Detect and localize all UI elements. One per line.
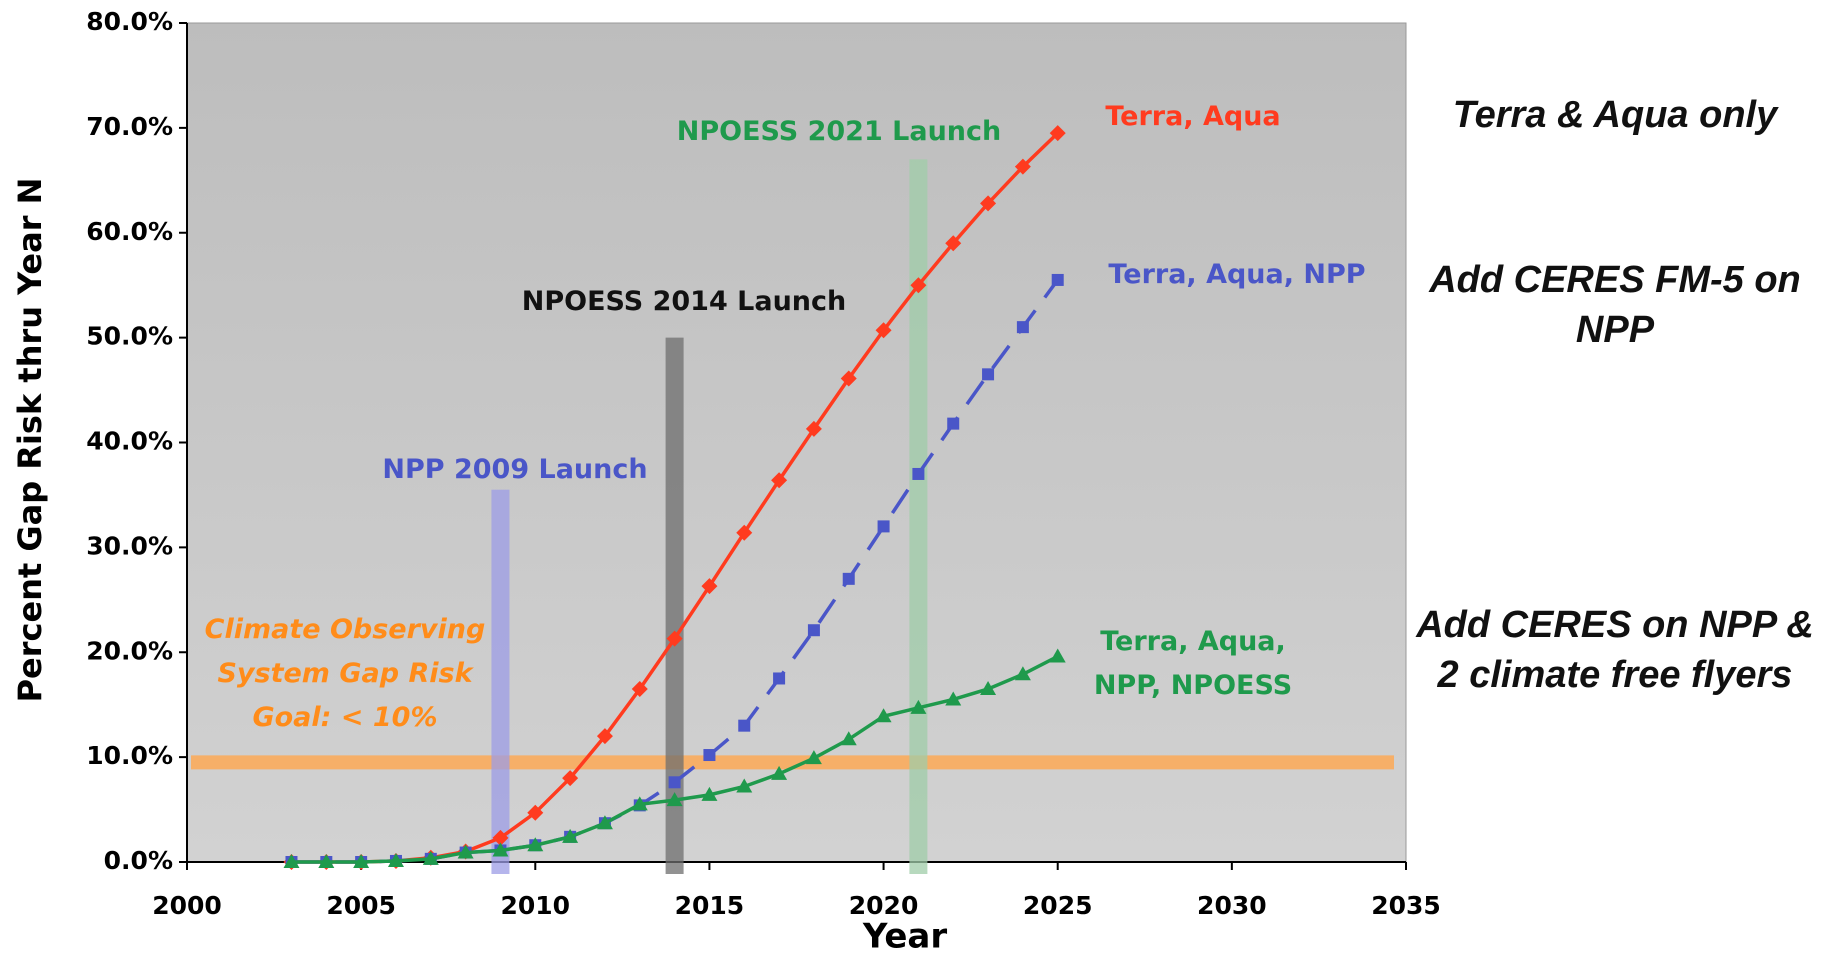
point [982, 368, 995, 381]
point [1051, 273, 1064, 286]
note: Add CERES on NPP & 2 climate free flyers [1416, 604, 1814, 696]
x-tick-label: 2015 [675, 891, 745, 920]
point [1049, 125, 1066, 142]
point [562, 828, 579, 843]
launch-label: NPOESS 2014 Launch [521, 286, 847, 317]
point [492, 842, 509, 857]
x-tick-label: 2030 [1197, 891, 1267, 920]
y-tick-label: 10.0% [86, 741, 173, 770]
point [771, 472, 788, 489]
point [318, 854, 335, 868]
point [596, 728, 613, 745]
point [283, 854, 300, 868]
point [701, 578, 718, 595]
point [773, 672, 786, 685]
point [980, 680, 997, 695]
point [980, 195, 997, 212]
point [945, 691, 962, 706]
point [666, 792, 683, 807]
launch-label: NPP 2009 Launch [382, 454, 648, 485]
point [736, 524, 753, 541]
point [666, 630, 683, 647]
x-tick-label: 2000 [152, 891, 222, 920]
point [877, 520, 890, 533]
y-tick-label: 0.0% [104, 846, 173, 875]
point [912, 467, 925, 480]
point [422, 850, 439, 865]
point [805, 750, 822, 765]
point [527, 804, 544, 821]
x-tick-label: 2020 [849, 891, 919, 920]
y-tick-label: 20.0% [86, 636, 173, 665]
x-tick-label: 2010 [500, 891, 570, 920]
point [771, 765, 788, 780]
point [947, 417, 960, 430]
note: Add CERES FM-5 on NPP [1429, 259, 1801, 351]
goal-label: Climate Observing System Gap Risk Goal: … [204, 614, 486, 733]
series-label: Terra, Aqua [1105, 101, 1281, 132]
point [842, 572, 855, 585]
x-tick-label: 2005 [326, 891, 396, 920]
point [1014, 666, 1031, 681]
y-tick-label: 30.0% [86, 531, 173, 560]
y-tick-label: 60.0% [86, 217, 173, 246]
point [1049, 648, 1066, 663]
point [701, 786, 718, 801]
y-axis-label: Percent Gap Risk thru Year N [11, 178, 49, 703]
y-tick-label: 80.0% [86, 7, 173, 36]
x-tick-label: 2035 [1371, 891, 1441, 920]
point [736, 778, 753, 793]
y-tick-label: 50.0% [86, 322, 173, 351]
point [353, 854, 370, 868]
x-tick-label: 2025 [1023, 891, 1093, 920]
point [596, 815, 613, 830]
note: Terra & Aqua only [1452, 94, 1778, 136]
point [492, 829, 509, 846]
point [805, 420, 822, 437]
point [807, 624, 820, 637]
point [631, 796, 648, 811]
point [1016, 321, 1029, 334]
point [875, 322, 892, 339]
point [910, 699, 927, 714]
launch-bar [909, 159, 928, 874]
y-tick-label: 40.0% [86, 427, 173, 456]
launch-label: NPOESS 2021 Launch [676, 116, 1002, 147]
point [668, 776, 681, 789]
launch-bar [491, 489, 510, 874]
point [840, 731, 857, 746]
point [1014, 158, 1031, 175]
y-tick-label: 70.0% [86, 112, 173, 141]
point [387, 852, 404, 867]
point [875, 708, 892, 723]
point [840, 370, 857, 387]
point [562, 770, 579, 787]
plot-area [186, 22, 1407, 863]
series-label: Terra, Aqua, NPP, NPOESS [1093, 626, 1293, 701]
point [631, 680, 648, 697]
point [945, 235, 962, 252]
point [457, 844, 474, 859]
series-label: Terra, Aqua, NPP [1108, 259, 1366, 290]
point [738, 719, 751, 732]
launch-bar [665, 337, 684, 874]
point [527, 837, 544, 852]
point [703, 749, 716, 762]
point [910, 277, 927, 294]
x-axis-label: Year [862, 917, 948, 956]
